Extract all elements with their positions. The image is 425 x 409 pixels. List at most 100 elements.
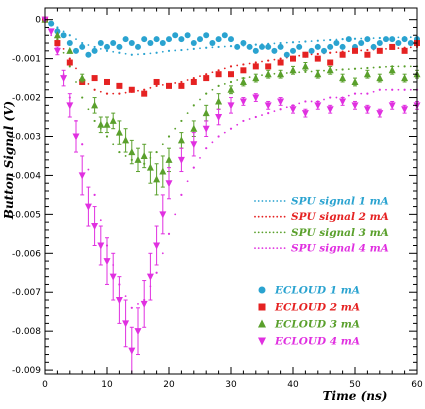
data-point: [304, 40, 307, 43]
data-marker: [215, 97, 223, 105]
data-marker: [159, 40, 166, 47]
data-marker: [203, 32, 210, 39]
data-point: [378, 88, 381, 91]
axis-layer: 0 10 20 30 40 50 60 0 -0.001 -0.002 -0.003 -0.004 -0…: [12, 8, 423, 390]
data-point: [68, 57, 71, 60]
data-point: [118, 92, 121, 95]
data-point: [81, 41, 84, 45]
legend-line-dot: [276, 200, 279, 202]
data-marker: [128, 86, 135, 93]
data-marker: [97, 120, 105, 128]
data-point-fill: [347, 50, 350, 53]
data-point: [118, 51, 121, 54]
data-point: [229, 65, 233, 68]
data-marker: [345, 36, 352, 43]
data-point-fill: [223, 83, 226, 85]
data-point-fill: [236, 123, 239, 126]
data-marker: [227, 102, 235, 110]
data-marker: [116, 82, 123, 89]
data-point-fill: [174, 127, 177, 130]
data-marker: [389, 43, 396, 50]
data-point: [68, 34, 71, 37]
data-point: [254, 61, 257, 64]
data-point: [143, 88, 146, 91]
data-point-fill: [285, 106, 288, 109]
data-point: [192, 47, 195, 50]
series-ecloud-4-ma: [41, 16, 421, 375]
data-point-fill: [248, 76, 251, 79]
y-tick-label: -0.009: [12, 366, 41, 376]
data-point: [93, 88, 96, 91]
data-point-fill: [397, 36, 400, 39]
data-point: [56, 26, 59, 29]
data-marker: [351, 102, 359, 110]
data-marker: [388, 102, 396, 110]
data-marker: [326, 106, 334, 114]
data-point: [242, 119, 245, 123]
data-point-fill: [161, 50, 164, 53]
legend-line-dot: [276, 215, 279, 218]
data-point-fill: [372, 90, 375, 93]
data-marker: [78, 172, 86, 180]
data-marker: [47, 28, 55, 36]
data-point-fill: [99, 47, 102, 50]
data-point: [105, 92, 109, 95]
legend-marker: [258, 286, 266, 294]
data-point-fill: [199, 75, 201, 78]
data-point-fill: [211, 46, 214, 49]
data-marker: [72, 133, 80, 141]
data-marker: [228, 71, 234, 78]
data-point-fill: [112, 143, 115, 146]
legend-line-dot: [283, 231, 286, 234]
data-point: [93, 45, 96, 49]
data-point: [353, 67, 357, 70]
data-marker: [110, 40, 117, 47]
data-marker: [122, 36, 129, 43]
legend-label: SPU signal 1 mA: [291, 196, 389, 208]
data-marker: [289, 106, 297, 114]
data-marker: [115, 297, 123, 305]
data-marker: [190, 78, 197, 85]
data-point: [316, 39, 319, 42]
data-marker: [153, 36, 160, 43]
legend-line-dot: [254, 215, 256, 218]
data-marker: [122, 136, 130, 144]
data-point-fill: [409, 46, 412, 49]
data-marker: [277, 43, 284, 50]
data-point-fill: [409, 88, 412, 91]
data-point-fill: [137, 303, 139, 305]
data-marker: [277, 98, 285, 106]
legend-line-dot: [257, 215, 260, 218]
legend-line-dot: [268, 231, 271, 234]
data-point: [304, 100, 307, 103]
data-point-fill: [161, 143, 164, 146]
data-marker: [84, 203, 92, 211]
legend-line-dot: [254, 247, 256, 250]
data-marker: [333, 40, 340, 47]
data-marker: [141, 36, 148, 43]
data-point-fill: [112, 92, 115, 95]
legend-line-dot: [265, 215, 267, 218]
data-point-fill: [99, 219, 102, 222]
data-point-fill: [385, 88, 387, 91]
data-point: [217, 84, 220, 87]
data-marker: [364, 51, 371, 58]
data-marker: [128, 40, 135, 47]
data-marker: [104, 43, 110, 50]
data-point-fill: [223, 67, 226, 70]
data-point-fill: [186, 48, 189, 51]
data-point-fill: [397, 47, 400, 50]
legend-line-dot: [272, 247, 275, 250]
data-marker: [240, 67, 247, 74]
data-point-fill: [285, 41, 288, 44]
data-marker: [134, 328, 142, 336]
y-tick-label: -0.004: [12, 171, 41, 181]
data-marker: [252, 94, 260, 102]
data-point: [155, 51, 158, 54]
data-point-fill: [385, 65, 387, 68]
data-marker: [215, 36, 222, 43]
data-point: [205, 46, 208, 49]
data-marker: [172, 32, 179, 39]
data-point-fill: [99, 90, 102, 93]
